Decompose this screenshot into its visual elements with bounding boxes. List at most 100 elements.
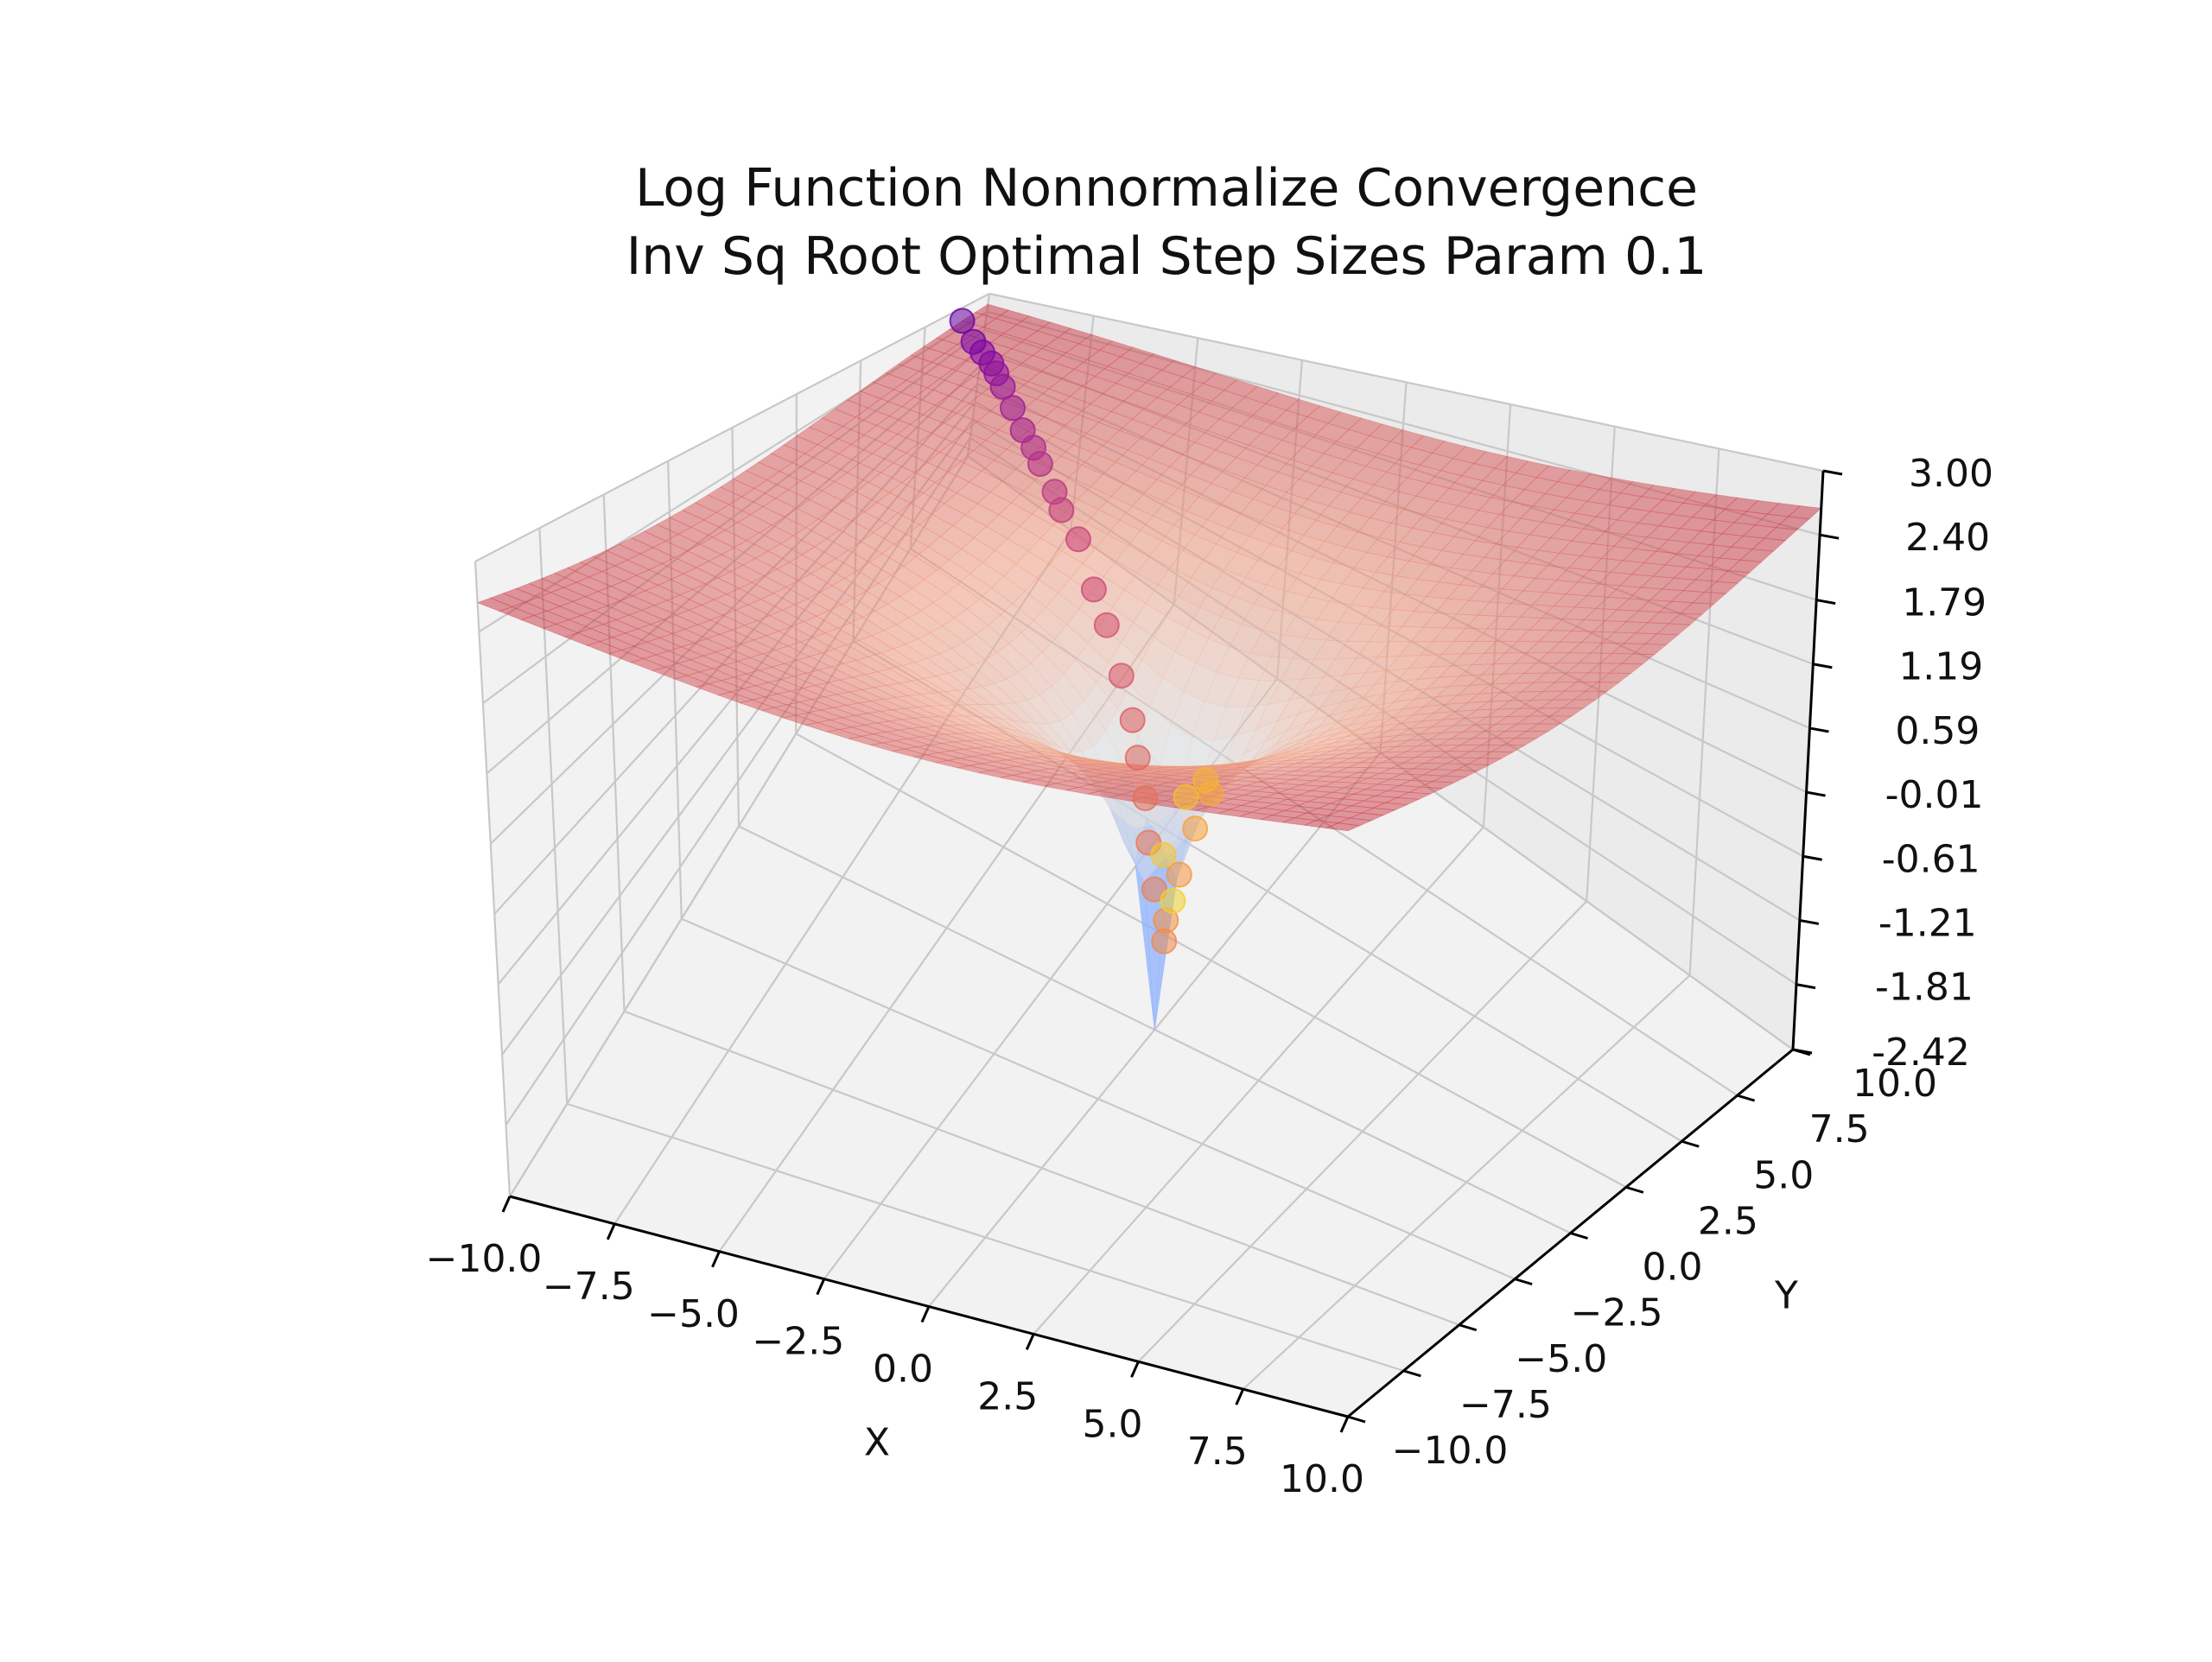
trajectory-point [1027,451,1053,477]
z-tick-mark [1806,790,1826,797]
x-tick-mark [1339,1416,1350,1433]
y-tick-label: −10.0 [1392,1429,1509,1473]
z-tick-mark [1802,854,1822,861]
surface-patch [1763,527,1798,542]
z-tick-label: 3.00 [1909,452,1993,496]
x-tick-label: 10.0 [1280,1457,1364,1501]
z-tick-label: -1.21 [1878,901,1977,945]
x-tick-mark [501,1196,512,1213]
axes-labels: −10.0−7.5−5.0−2.50.02.55.07.510.0−10.0−7… [426,452,1993,1501]
grid-line [624,1010,1460,1326]
x-tick-mark [1130,1361,1140,1378]
y-tick-mark [1570,1232,1588,1240]
trajectory-point [949,308,976,334]
y-tick-label: −5.0 [1515,1337,1607,1381]
trajectory-point [1048,497,1075,523]
surface-patch [1608,663,1644,674]
surface-patch [1727,559,1763,574]
grid-line [738,825,1571,1234]
x-tick-mark [920,1305,931,1323]
trajectory-point [1124,745,1151,771]
z-tick-mark [1796,983,1816,990]
z-tick-label: 1.19 [1898,645,1983,689]
surface-patch [1490,745,1527,753]
trajectory-point [989,373,1016,400]
grid-line [681,917,1516,1280]
z-tick-mark [1809,726,1829,733]
x-tick-label: −10.0 [426,1237,543,1281]
x-tick-label: 7.5 [1187,1430,1248,1474]
trajectory-point [1141,876,1167,903]
grid-line [474,561,512,1197]
z-tick-mark [1819,533,1840,540]
trajectory-point [1000,395,1026,422]
trajectory-point [1065,526,1091,553]
surface-patch [1775,516,1810,530]
trajectory-markers [949,308,1224,955]
trajectory-point [1108,663,1135,689]
trajectory-point [1150,841,1177,868]
surface-patch [1680,602,1715,615]
y-tick-label: −2.5 [1571,1291,1663,1335]
z-tick-label: -2.42 [1872,1031,1970,1075]
y-tick-mark [1459,1323,1478,1332]
chart-title-line-2: Inv Sq Root Optimal Step Sizes Param 0.1 [626,226,1707,287]
y-tick-label: 0.0 [1643,1246,1703,1290]
surface-patch [1502,738,1538,746]
z-tick-mark [1813,663,1833,669]
z-axis-line [1791,470,1825,1050]
y-tick-label: 7.5 [1809,1107,1870,1151]
y-tick-label: 10.0 [1853,1062,1937,1106]
surface-patch [1560,699,1597,709]
x-tick-label: −2.5 [752,1320,844,1364]
y-tick-mark [1625,1185,1644,1194]
z-tick-mark [1792,1048,1813,1055]
z-tick-label: -0.61 [1882,837,1980,881]
x-tick-mark [816,1278,826,1296]
trajectory-point [1160,887,1186,914]
x-tick-mark [1025,1333,1035,1350]
trajectory-point [1173,783,1199,810]
x-axis-label: X [864,1421,890,1465]
grid-line [474,293,990,562]
chart-title-line-1: Log Function Nonnormalize Convergence [634,158,1699,219]
surface-patch [1739,549,1775,562]
x-tick-mark [1235,1388,1245,1405]
z-tick-label: 0.59 [1895,709,1980,753]
x-tick-label: −7.5 [543,1265,635,1309]
z-tick-mark [1822,469,1843,476]
trajectory-point [1166,861,1192,888]
z-tick-label: 2.40 [1905,516,1990,560]
z-tick-label: -0.01 [1885,773,1984,817]
trajectory-point [1080,576,1107,603]
surface-patch [1668,612,1703,625]
x-tick-label: 5.0 [1083,1402,1143,1446]
x-tick-label: 2.5 [977,1374,1038,1418]
trajectory-point [1192,767,1219,793]
axes-lines [501,469,1843,1433]
surface-patch [1548,707,1585,717]
y-tick-mark [1514,1278,1533,1286]
y-tick-mark [1681,1139,1700,1148]
y-tick-mark [1737,1094,1756,1102]
y-tick-label: 5.0 [1753,1153,1814,1197]
z-tick-mark [1799,918,1820,925]
surface-patch [1620,653,1656,665]
surface-patch [1513,730,1550,739]
grid-line [988,292,1824,473]
y-tick-label: −7.5 [1459,1383,1552,1427]
trajectory-point [1093,612,1120,638]
z-tick-mark [1815,599,1836,606]
trajectory-point [1182,815,1209,842]
surface-mesh [476,303,1822,1031]
x-tick-mark [711,1251,721,1268]
z-tick-label: 1.79 [1902,581,1986,625]
grid-line [795,733,1627,1189]
x-tick-mark [606,1223,616,1240]
z-tick-label: -1.81 [1875,966,1974,1010]
trajectory-point [1119,707,1146,733]
y-axis-label: Y [1774,1274,1798,1318]
x-tick-label: −5.0 [647,1292,740,1336]
